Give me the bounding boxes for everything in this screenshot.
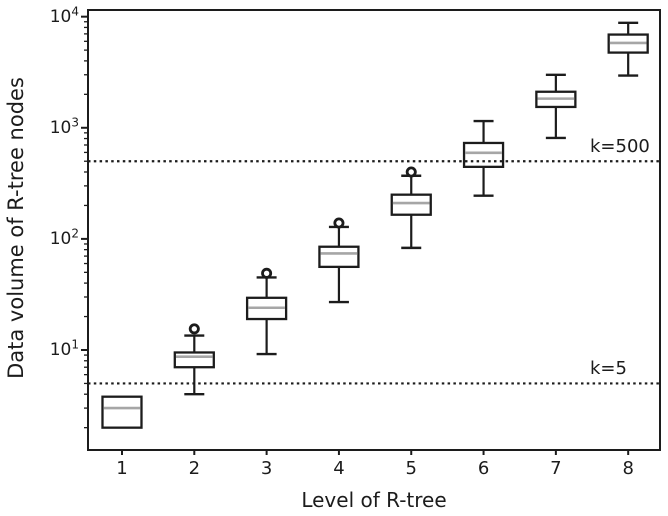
y-axis-label: Data volume of R-tree nodes	[4, 77, 28, 379]
x-tick-label: 4	[333, 458, 345, 479]
plot-frame	[87, 9, 661, 451]
boxplot-box	[101, 395, 143, 429]
x-tick-label: 7	[550, 458, 562, 479]
x-tick-label: 1	[116, 458, 128, 479]
x-tick-label: 8	[622, 458, 634, 479]
outlier-circle	[333, 217, 345, 229]
y-tick-label: 102	[49, 226, 79, 249]
outlier-circle	[405, 166, 417, 178]
x-tick-label: 2	[188, 458, 201, 479]
boxplot-box	[390, 193, 432, 216]
y-tick-label: 104	[49, 4, 79, 27]
x-tick-label: 5	[405, 458, 417, 479]
boxplot-box	[462, 141, 505, 168]
reference-line-label: k=500	[590, 136, 650, 158]
x-tick-label: 6	[477, 458, 490, 479]
outlier-circle	[188, 323, 200, 335]
reference-line-label: k=5	[590, 358, 627, 380]
x-tick-label: 3	[260, 458, 273, 479]
boxplot-box	[173, 351, 215, 369]
y-tick-label: 103	[49, 115, 79, 138]
y-tick-label: 101	[49, 337, 79, 360]
boxplot-box	[318, 245, 360, 269]
outlier-circle	[261, 267, 273, 279]
x-axis-label: Level of R-tree	[301, 488, 447, 512]
